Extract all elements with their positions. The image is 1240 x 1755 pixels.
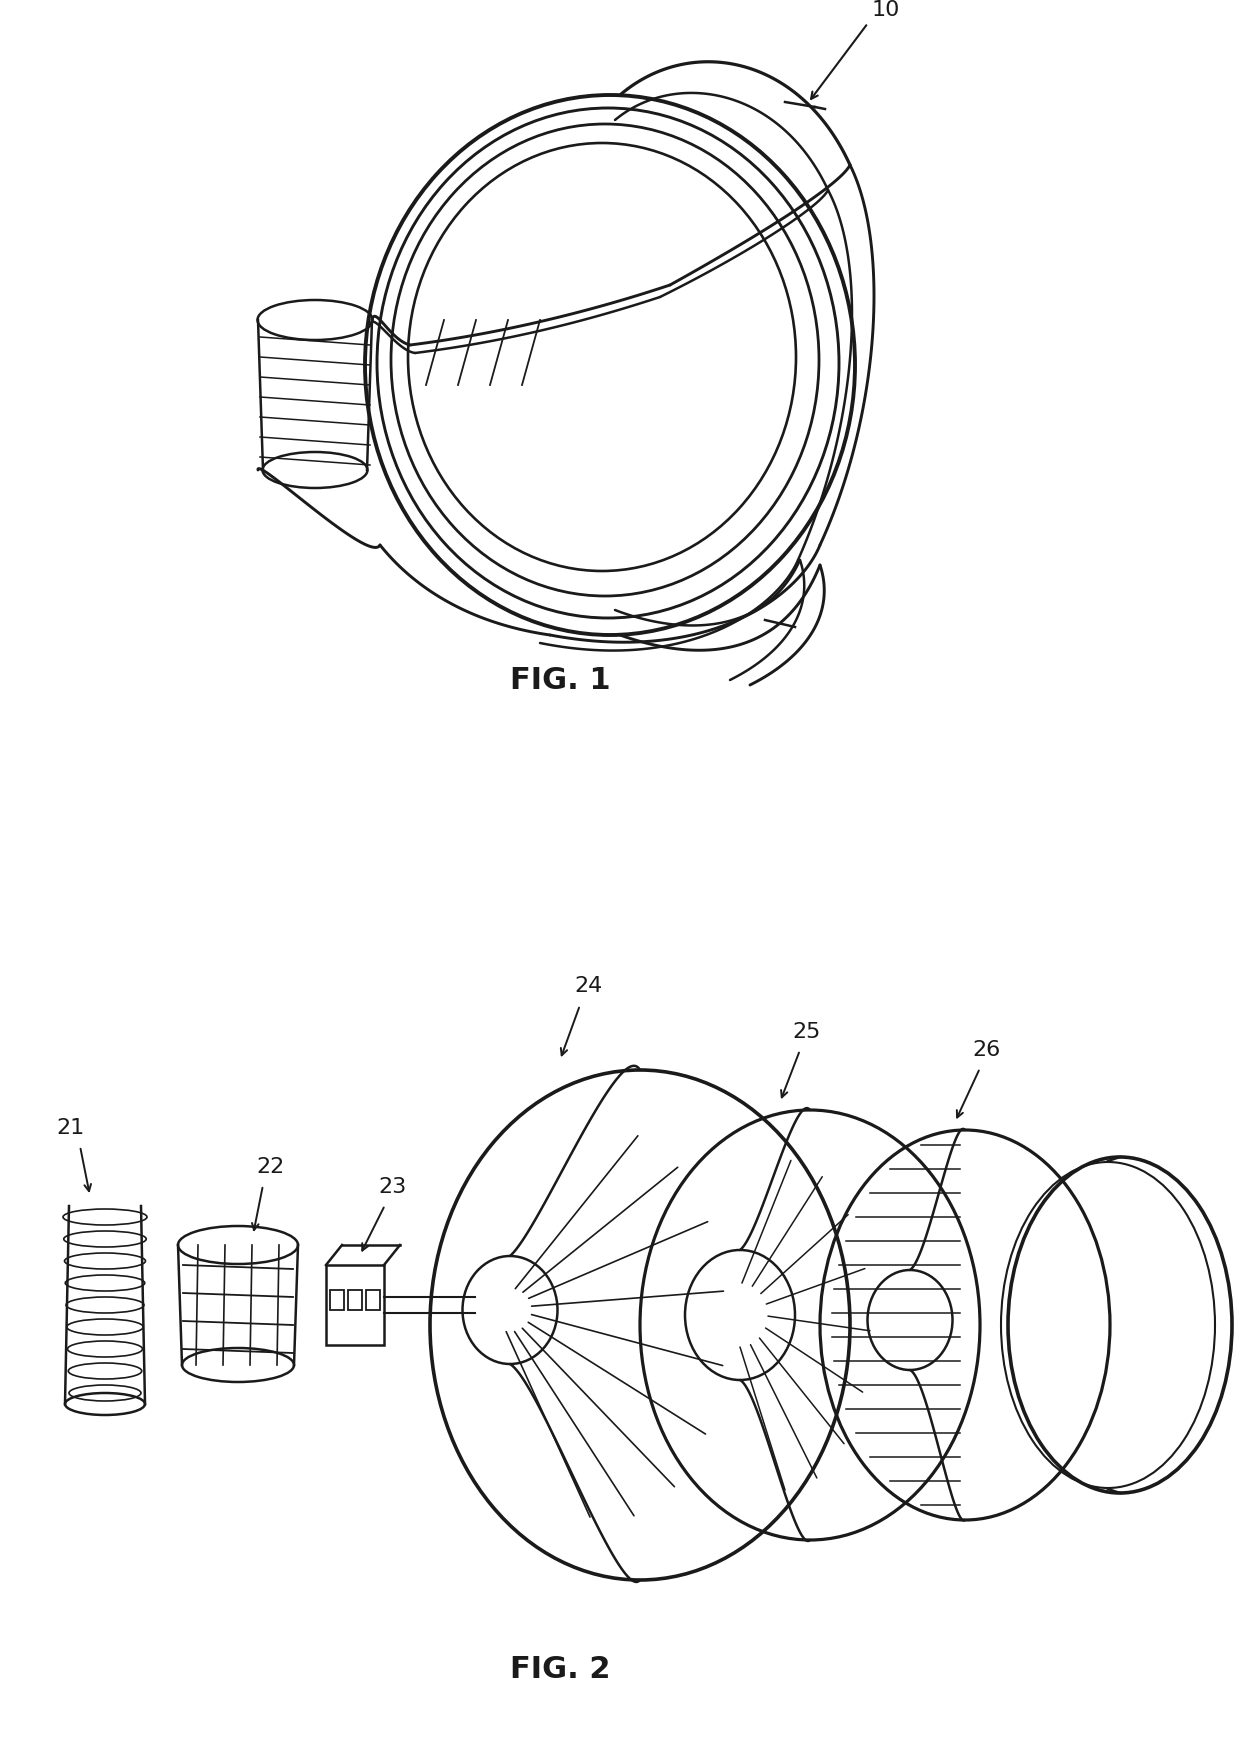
Text: 26: 26 <box>973 1041 1001 1060</box>
Text: 22: 22 <box>255 1157 284 1178</box>
Text: FIG. 1: FIG. 1 <box>510 665 610 695</box>
Text: 21: 21 <box>56 1118 84 1137</box>
Bar <box>330 1290 343 1309</box>
Bar <box>366 1290 379 1309</box>
Text: 10: 10 <box>872 0 900 19</box>
Text: 25: 25 <box>792 1021 821 1042</box>
Text: 23: 23 <box>379 1178 407 1197</box>
Text: FIG. 2: FIG. 2 <box>510 1655 610 1685</box>
Bar <box>348 1290 362 1309</box>
Text: 24: 24 <box>574 976 603 997</box>
